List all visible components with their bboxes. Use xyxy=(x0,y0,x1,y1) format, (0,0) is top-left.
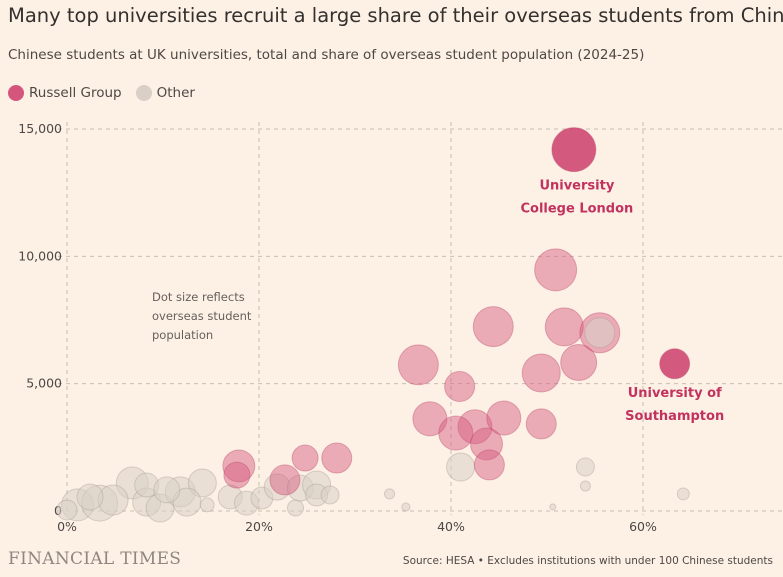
legend: Russell Group Other xyxy=(8,85,203,101)
other-university-point xyxy=(384,488,396,500)
russell-group-point xyxy=(223,461,251,489)
other-university-point xyxy=(579,480,591,492)
size-note-line: Dot size reflects xyxy=(152,290,245,304)
russell-group-point xyxy=(525,408,557,440)
x-tick-label: 40% xyxy=(437,519,465,534)
russell-group-point xyxy=(397,344,439,386)
other-university-point xyxy=(153,476,181,504)
russell-group-point xyxy=(544,307,584,347)
other-university-point xyxy=(187,468,217,498)
other-university-point xyxy=(446,452,476,482)
y-tick-label: 10,000 xyxy=(18,248,62,263)
legend-label: Other xyxy=(156,85,195,101)
legend-item-russell: Russell Group xyxy=(8,85,122,101)
annotation-label: Southampton xyxy=(625,409,724,424)
chart-title: Many top universities recruit a large sh… xyxy=(8,4,783,27)
russell-group-point xyxy=(457,409,493,445)
source-note: Source: HESA • Excludes institutions wit… xyxy=(402,555,773,567)
x-tick-label: 0% xyxy=(57,519,77,534)
russell-group-point xyxy=(521,353,561,393)
russell-group-point xyxy=(470,427,504,461)
chart-subtitle: Chinese students at UK universities, tot… xyxy=(8,47,645,63)
other-university-point xyxy=(401,502,411,512)
other-university-point xyxy=(76,483,104,511)
ft-logo: FINANCIAL TIMES xyxy=(8,549,182,569)
size-note-line: overseas student xyxy=(152,309,252,323)
russell-group-point xyxy=(438,415,474,451)
legend-swatch-other xyxy=(135,85,152,101)
russell-group-point xyxy=(473,449,505,481)
russell-group-point xyxy=(472,306,514,348)
highlighted-university-point xyxy=(659,348,691,380)
other-university-point xyxy=(286,499,305,517)
russell-group-point xyxy=(560,344,598,382)
other-university-point xyxy=(56,499,78,521)
russell-group-point xyxy=(444,370,476,402)
other-university-point xyxy=(575,457,595,477)
y-tick-label: 5,000 xyxy=(26,376,62,391)
other-university-point xyxy=(676,487,690,501)
annotation-label: College London xyxy=(520,202,633,217)
y-tick-label: 15,000 xyxy=(18,121,62,136)
size-note-line: population xyxy=(152,328,213,342)
other-university-point xyxy=(584,317,616,349)
russell-group-point xyxy=(291,444,319,472)
other-university-point xyxy=(199,497,215,513)
annotation-label: University of xyxy=(628,386,722,401)
annotation-label: University xyxy=(539,179,614,194)
russell-group-point xyxy=(486,400,522,436)
russell-group-point xyxy=(534,248,578,292)
russell-group-point xyxy=(222,449,256,483)
legend-label: Russell Group xyxy=(29,85,122,101)
other-university-point xyxy=(549,503,557,511)
highlighted-university-point xyxy=(551,127,597,173)
other-university-point xyxy=(320,485,340,505)
russell-group-point xyxy=(269,464,301,496)
russell-group-point xyxy=(412,401,448,437)
russell-group-point xyxy=(321,442,353,474)
x-tick-label: 20% xyxy=(245,519,273,534)
legend-swatch-russell xyxy=(8,85,24,101)
x-tick-label: 60% xyxy=(629,519,657,534)
legend-item-other: Other xyxy=(135,85,195,101)
